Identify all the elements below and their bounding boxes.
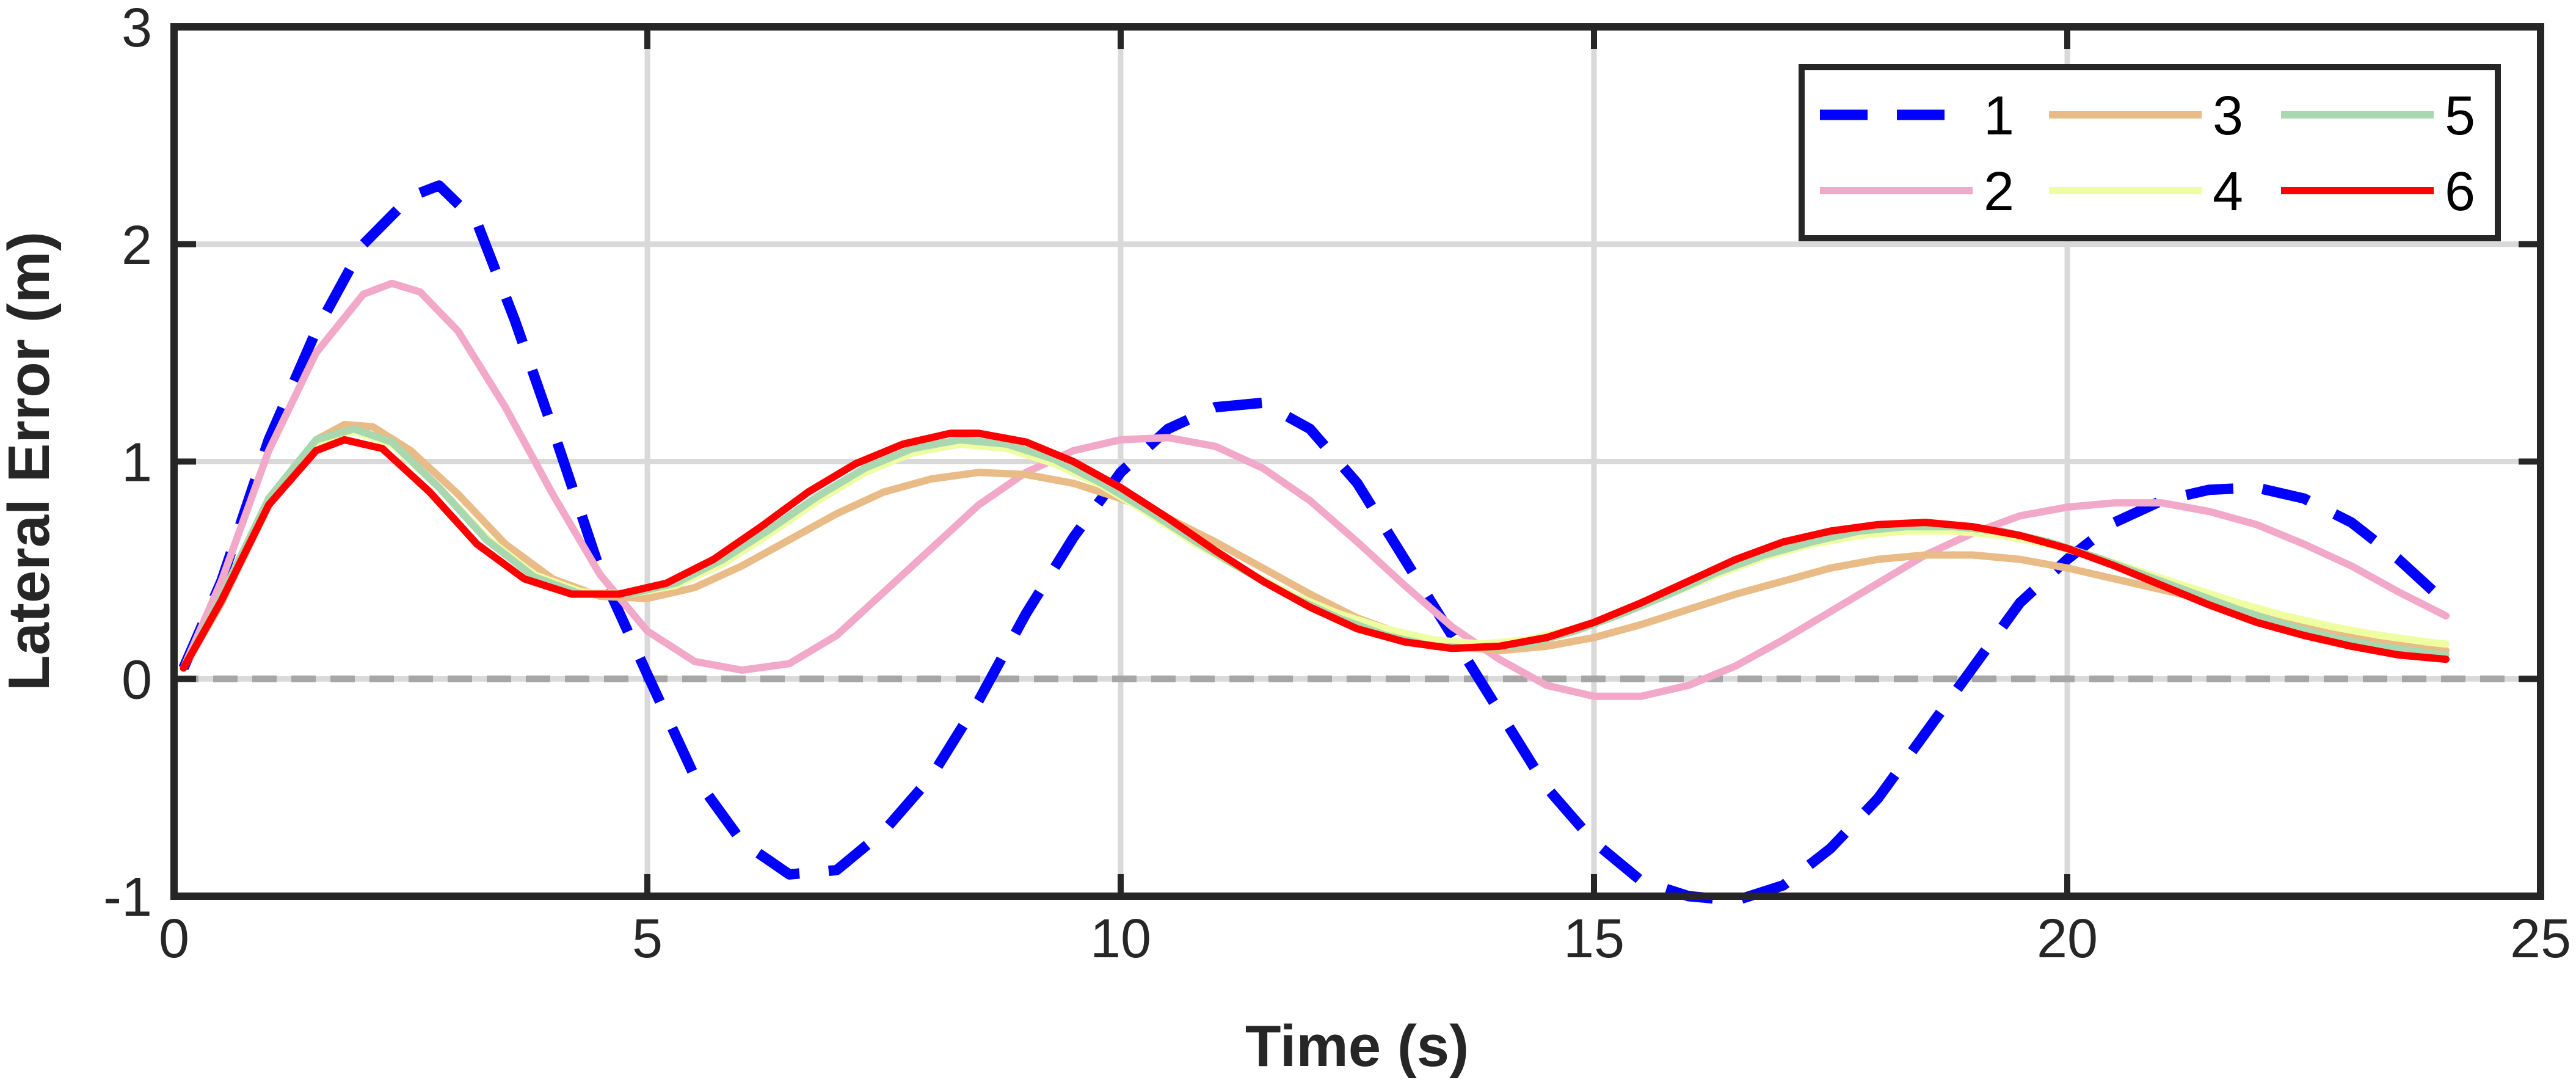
legend-label-1: 1	[1984, 86, 2014, 147]
x-axis-label: Time (s)	[1245, 1013, 1469, 1079]
y-tick-label: 0	[122, 649, 152, 710]
series-line-2	[180, 279, 2450, 700]
series-line-3	[180, 421, 2450, 672]
legend-items: 1 2 3 4 5 6	[1820, 86, 2475, 222]
legend-label-5: 5	[2445, 86, 2475, 147]
x-tick-label: 5	[632, 908, 663, 969]
y-tick-label: 2	[122, 215, 152, 276]
x-tick-label: 25	[2510, 908, 2571, 969]
x-tick-label: 15	[1563, 908, 1625, 969]
y-axis-label: Lateral Error (m)	[0, 232, 62, 691]
legend-label-6: 6	[2445, 161, 2475, 222]
series-line-6	[180, 429, 2450, 672]
x-tick-label: 0	[159, 908, 189, 969]
legend: 1 2 3 4 5 6	[1799, 64, 2501, 241]
x-tick-label: 10	[1090, 908, 1151, 969]
y-tick-label: 1	[122, 433, 152, 494]
series-lines	[178, 180, 2450, 906]
legend-label-2: 2	[1984, 161, 2014, 222]
y-tick-label: 3	[122, 0, 152, 59]
x-tick-label: 20	[2037, 908, 2098, 969]
legend-box	[1799, 64, 2501, 241]
legend-label-3: 3	[2213, 86, 2243, 147]
legend-label-4: 4	[2213, 161, 2243, 222]
y-tick-label: -1	[103, 867, 152, 928]
